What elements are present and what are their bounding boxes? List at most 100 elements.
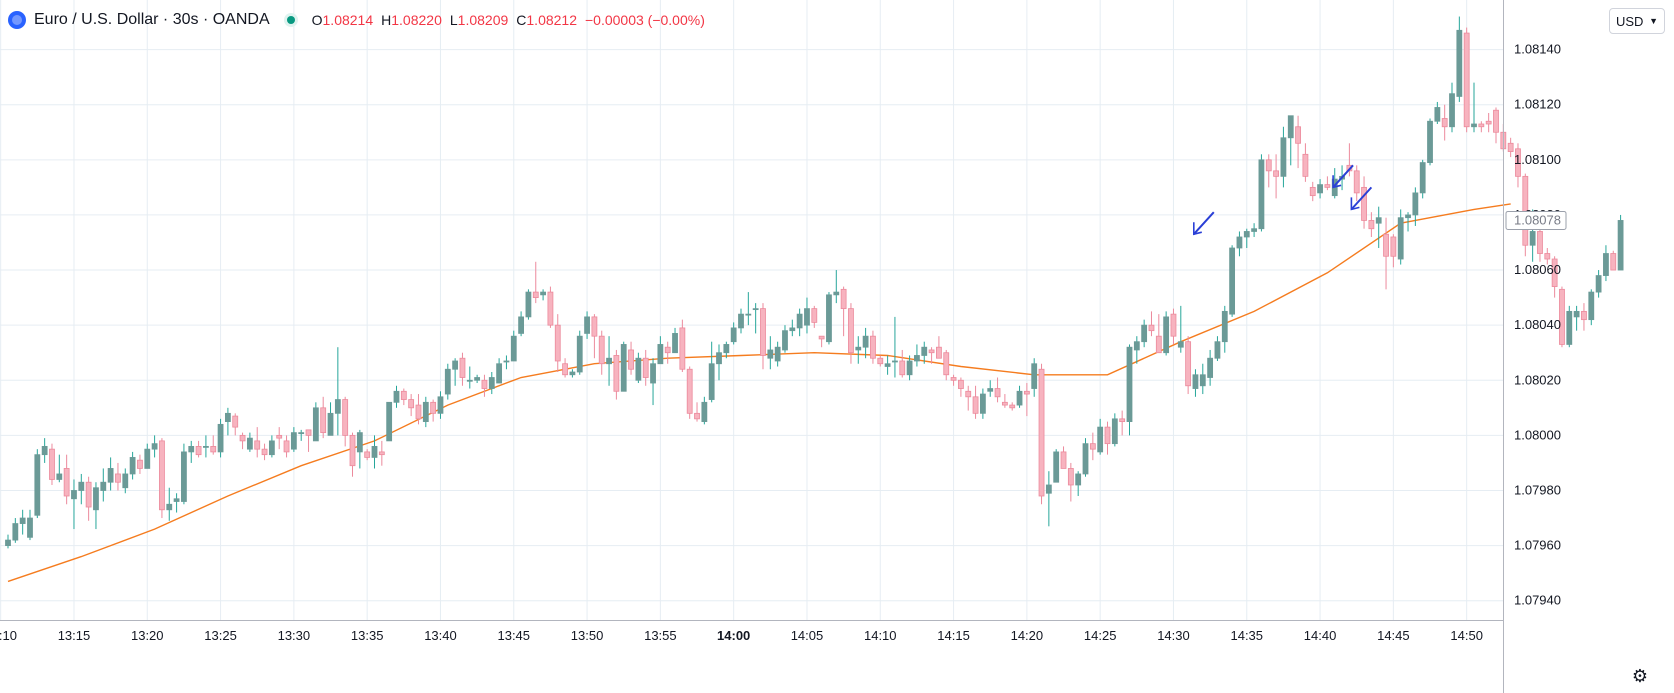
moving-average-line — [7, 203, 1511, 583]
candle-down — [547, 286, 554, 328]
candle-body — [378, 451, 385, 456]
candle-body — [716, 352, 722, 365]
candle-body — [408, 399, 415, 409]
candle-up — [268, 435, 275, 458]
candle-up — [1141, 319, 1148, 348]
grid-lines — [0, 0, 1503, 620]
candle-up — [1177, 305, 1184, 353]
candle-up — [738, 308, 744, 334]
candle-body — [1258, 159, 1265, 230]
candle-body — [1287, 115, 1294, 139]
candle-up — [1111, 413, 1118, 447]
candle-up — [466, 366, 473, 389]
candle-up — [217, 418, 224, 458]
candle-down — [349, 432, 356, 477]
candle-body — [598, 335, 605, 365]
candle-up — [518, 311, 524, 337]
candle-body — [914, 355, 920, 362]
candle-down — [1001, 394, 1008, 408]
candle-body — [1522, 175, 1529, 246]
candle-body — [1588, 291, 1595, 321]
candle-body — [899, 360, 906, 376]
candle-up — [1258, 154, 1265, 232]
candle-body — [422, 401, 429, 422]
arrow-drawing[interactable] — [1350, 186, 1373, 211]
symbol-title[interactable]: Euro / U.S. Dollar · 30s · OANDA — [34, 11, 270, 28]
candle-body — [49, 448, 55, 480]
arrow-drawing[interactable] — [1193, 211, 1215, 236]
currency-dropdown[interactable]: USD ▼ — [1609, 8, 1665, 34]
candle-body — [1383, 233, 1389, 257]
candle-down — [459, 352, 466, 386]
candle-body — [840, 288, 847, 310]
arrow-drawing[interactable] — [1332, 164, 1354, 189]
candle-body — [613, 355, 620, 392]
time-tick-label: 13:40 — [424, 628, 457, 643]
candle-body — [862, 335, 869, 348]
candle-up — [701, 396, 708, 425]
candle-body — [173, 498, 180, 502]
candle-down — [1089, 432, 1096, 461]
candle-up — [1229, 245, 1236, 317]
candle-down — [305, 429, 312, 452]
candle-body — [664, 346, 671, 354]
candle-body — [27, 517, 33, 538]
candle-body — [1302, 153, 1309, 177]
candle-up — [93, 482, 99, 530]
candle-body — [1001, 401, 1008, 406]
candle-body — [870, 335, 876, 359]
candle-up — [1405, 212, 1411, 232]
candle-body — [584, 316, 590, 334]
candle-body — [320, 407, 327, 434]
candle-down — [1185, 336, 1192, 395]
candle-body — [246, 437, 253, 450]
candle-body — [1317, 184, 1323, 194]
gear-icon[interactable]: ⚙ — [1631, 666, 1649, 686]
candle-down — [378, 440, 385, 466]
arrow-shaft — [1332, 164, 1354, 189]
candle-body — [85, 481, 92, 508]
candle-down — [159, 438, 165, 519]
candle-up — [1045, 471, 1052, 527]
candle-up — [510, 330, 517, 362]
candle-up — [657, 336, 664, 365]
candle-body — [415, 404, 422, 420]
candle-down — [1009, 402, 1016, 411]
candle-up — [1192, 369, 1199, 397]
candle-up — [1375, 206, 1382, 248]
time-tick-label: 13:15 — [58, 628, 91, 643]
candle-body — [1185, 341, 1192, 387]
candle-body — [782, 330, 788, 351]
candle-down — [694, 402, 700, 422]
candle-body — [606, 357, 612, 365]
candle-down — [1265, 154, 1272, 188]
candle-up — [862, 327, 869, 359]
candle-down — [591, 314, 598, 359]
candle-up — [767, 336, 774, 370]
candle-down — [965, 385, 972, 411]
candle-up — [708, 341, 715, 403]
candle-body — [1566, 310, 1573, 345]
candle-down — [928, 347, 935, 364]
tradingview-flag-icon[interactable] — [8, 11, 26, 29]
candle-body — [694, 412, 700, 420]
candle-body — [1177, 341, 1184, 348]
candle-body — [1595, 275, 1602, 293]
candle-down — [85, 476, 92, 521]
drawings-layer[interactable] — [1193, 164, 1373, 236]
candle-up — [884, 355, 891, 375]
arrow-shaft — [1350, 186, 1373, 211]
candle-down — [1119, 410, 1126, 436]
candle-body — [789, 327, 796, 332]
candle-body — [305, 429, 312, 436]
candle-body — [466, 379, 473, 382]
candle-body — [877, 357, 884, 365]
candle-up — [166, 487, 173, 521]
candle-body — [906, 360, 913, 376]
high-label: H — [381, 12, 392, 28]
candle-body — [943, 352, 950, 376]
candle-up — [56, 454, 63, 483]
arrow-head — [1193, 222, 1202, 236]
